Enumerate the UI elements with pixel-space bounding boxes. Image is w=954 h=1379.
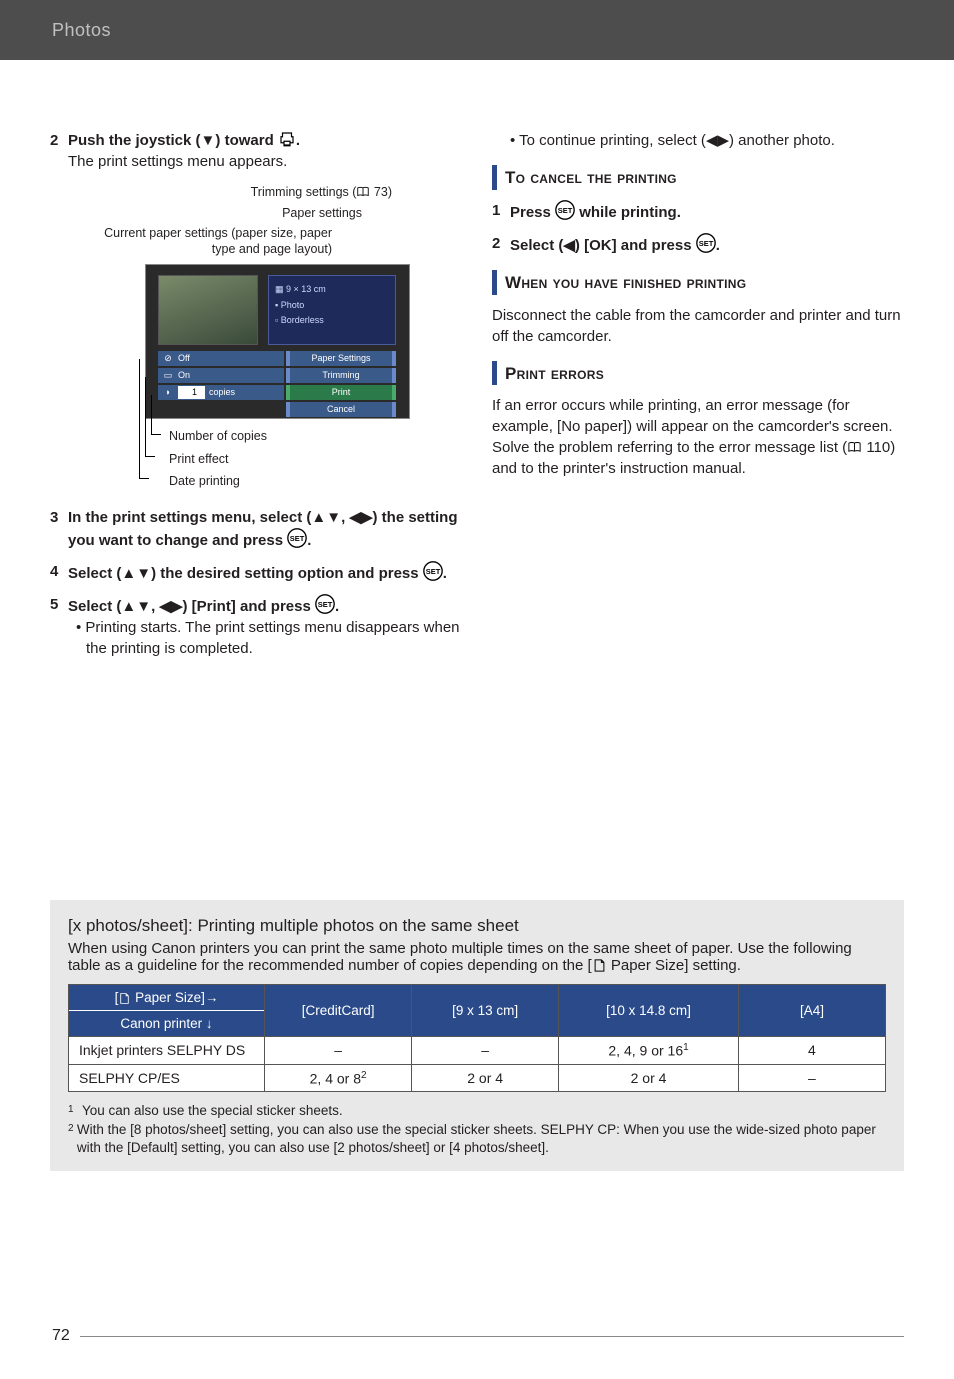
th-9x13: [9 x 13 cm] [412, 985, 559, 1037]
td-printer: SELPHY CP/ES [69, 1064, 265, 1092]
td: – [738, 1064, 885, 1092]
step5-bullet: Printing starts. The print settings menu… [68, 617, 462, 659]
diagram-thumbnail [158, 275, 258, 345]
left-column: 2 Push the joystick (▼) toward . The pri… [50, 130, 462, 675]
set-icon [315, 594, 335, 614]
multiphoto-title: [x photos/sheet]: Printing multiple phot… [68, 916, 886, 936]
cancel-step-2: 2 Select (◀) [OK] and press . [492, 233, 904, 256]
diagram-label-current: Current paper settings (paper size, pape… [50, 225, 462, 259]
table-row: Inkjet printers SELPHY DS – – 2, 4, 9 or… [69, 1037, 886, 1065]
diagram-below-labels: Number of copies Print effect Date print… [145, 425, 462, 493]
footnote-1: 1You can also use the special sticker sh… [68, 1102, 886, 1120]
header-section: Photos [52, 20, 111, 40]
book-icon [356, 185, 370, 199]
label-copies: Number of copies [169, 425, 462, 448]
diagram-row-copies: ◗1copies [158, 385, 284, 400]
diagram-screen: ▦ 9 × 13 cm ▪ Photo ▫ Borderless ⊘Off ▭O… [145, 264, 410, 419]
diagram-btn-trimming: Trimming [286, 368, 396, 383]
right-column: To continue printing, select (◀▶) anothe… [492, 130, 904, 675]
th-printer: [ Paper Size]→ Canon printer ↓ [69, 985, 265, 1037]
settings-diagram: Trimming settings ( 73) Paper settings C… [50, 182, 462, 493]
diagram-row-effect: ▭On [158, 368, 284, 383]
leftright-icon: ◀▶ [159, 598, 182, 615]
step-body-text: The print settings menu appears. [68, 151, 462, 172]
diagram-row-date: ⊘Off [158, 351, 284, 366]
step-body: Push the joystick (▼) toward . The print… [68, 130, 462, 172]
cancel-step-1: 1 Press while printing. [492, 200, 904, 223]
main-content: 2 Push the joystick (▼) toward . The pri… [0, 60, 954, 675]
footnotes: 1You can also use the special sticker sh… [68, 1102, 886, 1157]
paper-icon [118, 992, 131, 1005]
finished-body: Disconnect the cable from the camcorder … [492, 305, 904, 347]
diagram-label-paper: Paper settings [50, 203, 462, 224]
diagram-label-trimming: Trimming settings ( 73) [50, 182, 462, 203]
th-creditcard: [CreditCard] [265, 985, 412, 1037]
diagram-btn-papersettings: Paper Settings [286, 351, 396, 366]
header-bar: Photos [0, 0, 954, 60]
heading-bar [492, 165, 497, 190]
book-icon [847, 440, 862, 455]
set-icon [555, 200, 575, 220]
diagram-paperinfo: ▦ 9 × 13 cm ▪ Photo ▫ Borderless [268, 275, 396, 345]
updown-icon: ▲▼ [311, 509, 341, 526]
step-title-part: Push the joystick ( [68, 132, 201, 149]
diagram-photo-type: ▪ Photo [275, 298, 389, 313]
td: – [412, 1037, 559, 1065]
updown-icon: ▲▼ [121, 598, 151, 615]
multiphoto-intro: When using Canon printers you can print … [68, 940, 886, 974]
page-rule [80, 1336, 904, 1337]
diagram-btn-cancel: Cancel [286, 402, 396, 417]
leftright-icon: ◀▶ [706, 132, 729, 149]
diagram-btn-print: Print [286, 385, 396, 400]
print-icon [278, 130, 296, 148]
paper-icon [592, 958, 607, 973]
step-3: 3 In the print settings menu, select (▲▼… [50, 507, 462, 551]
table-header: [ Paper Size]→ Canon printer ↓ [CreditCa… [69, 985, 886, 1037]
leftright-icon: ◀▶ [349, 509, 372, 526]
finished-heading: When you have finished printing [492, 270, 904, 295]
page-number: 72 [52, 1327, 70, 1345]
errors-heading: Print errors [492, 361, 904, 386]
set-icon [287, 528, 307, 548]
td: 2 or 4 [559, 1064, 739, 1092]
table-row: SELPHY CP/ES 2, 4 or 82 2 or 4 2 or 4 – [69, 1064, 886, 1092]
td-printer: Inkjet printers SELPHY DS [69, 1037, 265, 1065]
set-icon [423, 561, 443, 581]
th-10x14: [10 x 14.8 cm] [559, 985, 739, 1037]
updown-icon: ▲▼ [121, 565, 151, 582]
set-icon [696, 233, 716, 253]
left-icon: ◀ [563, 237, 575, 254]
step-title-part: . [296, 132, 300, 149]
td: 2 or 4 [412, 1064, 559, 1092]
label-effect: Print effect [169, 448, 462, 471]
cancel-heading: To cancel the printing [492, 165, 904, 190]
down-icon: ▼ [201, 132, 216, 149]
multiphoto-box: [x photos/sheet]: Printing multiple phot… [50, 900, 904, 1171]
multiphoto-table: [ Paper Size]→ Canon printer ↓ [CreditCa… [68, 984, 886, 1092]
step-4: 4 Select (▲▼) the desired setting option… [50, 561, 462, 584]
step-5: 5 Select (▲▼, ◀▶) [Print] and press . Pr… [50, 594, 462, 665]
td: 4 [738, 1037, 885, 1065]
label-date: Date printing [169, 470, 462, 493]
step-num: 2 [50, 130, 68, 172]
td: 2, 4 or 82 [265, 1064, 412, 1092]
footnote-2: 2With the [8 photos/sheet] setting, you … [68, 1121, 886, 1157]
th-a4: [A4] [738, 985, 885, 1037]
step-title-part: ) toward [215, 132, 278, 149]
diagram-borderless: ▫ Borderless [275, 313, 389, 328]
td: 2, 4, 9 or 161 [559, 1037, 739, 1065]
diagram-size: ▦ 9 × 13 cm [275, 282, 389, 297]
errors-body: If an error occurs while printing, an er… [492, 395, 904, 479]
td: – [265, 1037, 412, 1065]
step-2: 2 Push the joystick (▼) toward . The pri… [50, 130, 462, 172]
continue-bullet: To continue printing, select (◀▶) anothe… [492, 130, 904, 151]
